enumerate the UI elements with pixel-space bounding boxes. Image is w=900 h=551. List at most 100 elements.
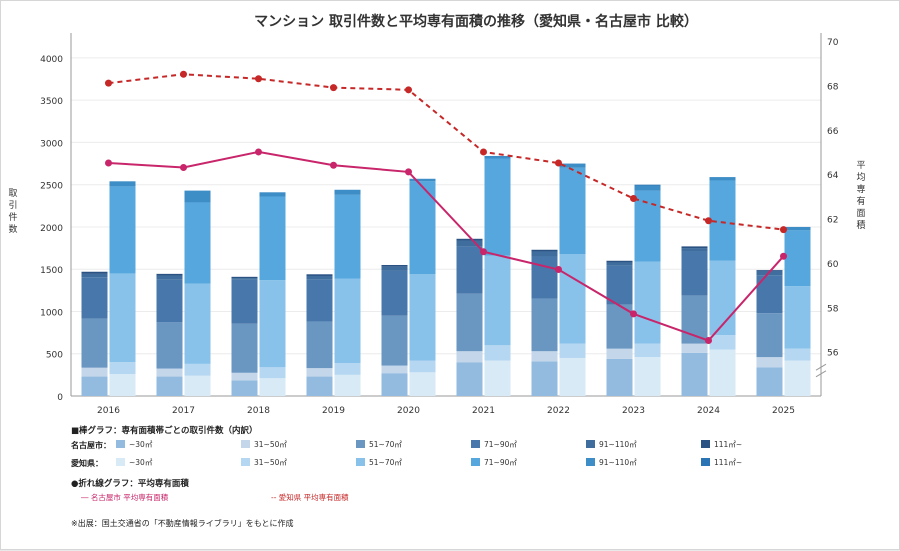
bar-segment-aichi [784, 230, 811, 287]
y-right-tick-label: 60 [827, 260, 839, 270]
bar-segment-nagoya [531, 351, 558, 362]
legend-swatch [241, 440, 250, 448]
bar-segment-aichi [559, 343, 586, 358]
bar-segment-aichi [634, 190, 661, 262]
line-point-nagoya [180, 163, 187, 171]
y-right-tick-label: 70 [827, 38, 839, 48]
bar-segment-nagoya [681, 251, 708, 296]
bar-segment-nagoya [156, 279, 183, 323]
bar-segment-aichi [184, 363, 211, 376]
line-series-nagoya [108, 150, 785, 342]
bar-segment-nagoya [456, 362, 483, 396]
bar-segment-aichi [634, 185, 661, 191]
legend-swatch [356, 440, 365, 448]
legend-entry-label: 51~70㎡ [369, 458, 402, 467]
bar-segment-aichi [334, 189, 361, 195]
bar-segment-aichi [109, 374, 136, 396]
legend-entry-label: ~30㎡ [129, 440, 153, 449]
bar-segment-nagoya [531, 256, 558, 299]
line-point-aichi [780, 226, 787, 234]
bar-segment-nagoya [381, 264, 408, 267]
bar-segment-aichi [559, 254, 586, 344]
line-point-nagoya [105, 159, 112, 167]
bar-segment-nagoya [606, 358, 633, 396]
bar-segment-nagoya [531, 251, 558, 257]
legend-line-aichi: -- 愛知県 平均専有面積 [271, 492, 349, 502]
line-point-aichi [105, 79, 112, 87]
y-right-axis-label-char: 積 [856, 219, 865, 231]
bar-segment-aichi [334, 374, 361, 396]
line-point-aichi [180, 70, 187, 78]
x-tick-label: 2016 [97, 406, 120, 416]
y-left-tick-label: 4000 [40, 55, 63, 65]
y-right-axis-label-char: 均 [856, 171, 865, 183]
bar-segment-aichi [109, 273, 136, 363]
bar-segment-nagoya [681, 352, 708, 396]
line-point-nagoya [705, 337, 712, 345]
legend-entry-label: 111㎡~ [714, 458, 742, 467]
bar-segment-aichi [259, 280, 286, 368]
bar-segment-aichi [634, 261, 661, 344]
bar-segment-nagoya [231, 323, 258, 373]
legend-swatch [586, 440, 595, 448]
bar-segment-nagoya [531, 298, 558, 352]
legend-swatch [356, 458, 365, 466]
bar-segment-nagoya [756, 367, 783, 396]
line-point-nagoya [255, 148, 262, 156]
bar-segment-nagoya [231, 372, 258, 381]
y-left-tick-label: 1000 [40, 308, 63, 318]
legend-swatch [701, 440, 710, 448]
bar-segment-aichi [634, 343, 661, 358]
x-tick-label: 2019 [322, 406, 345, 416]
bar-segment-nagoya [81, 273, 108, 278]
bar-segment-nagoya [381, 365, 408, 374]
source-note: ※出展：国土交通省の「不動産情報ライブラリ」をもとに作成 [71, 518, 294, 528]
line-series-aichi [108, 73, 784, 231]
y-right-tick-label: 66 [827, 127, 839, 137]
bar-segment-nagoya [456, 351, 483, 363]
line-point-aichi [630, 195, 637, 203]
legend-line-heading: ●折れ線グラフ：平均専有面積 [71, 478, 189, 489]
bar-segment-nagoya [681, 248, 708, 252]
bar-segment-nagoya [306, 376, 333, 396]
legend-swatch [471, 440, 480, 448]
x-tick-label: 2025 [772, 406, 795, 416]
bar-segment-nagoya [456, 238, 483, 241]
bar-segment-nagoya [756, 357, 783, 368]
bar-segment-nagoya [156, 368, 183, 377]
bar-segment-nagoya [81, 376, 108, 396]
bar-segment-aichi [709, 260, 736, 336]
y-right-tick-label: 56 [827, 349, 839, 359]
bar-segment-nagoya [231, 276, 258, 279]
line-point-nagoya [780, 252, 787, 260]
bar-segment-nagoya [306, 321, 333, 369]
bar-segment-nagoya [456, 240, 483, 247]
bar-segment-nagoya [81, 367, 108, 377]
bar-segment-aichi [259, 378, 286, 396]
bar-segment-aichi [709, 335, 736, 350]
y-right-tick-label: 64 [827, 171, 839, 181]
bar-segment-nagoya [306, 275, 333, 280]
y-left-tick-label: 500 [46, 351, 63, 361]
line-point-aichi [405, 86, 412, 94]
y-left-axis-label-char: 件 [8, 211, 17, 223]
y-left-axis-label-char: 引 [8, 200, 17, 211]
y-right-axis-label-char: 平 [856, 160, 865, 171]
bar-segment-nagoya [81, 271, 108, 274]
legend-entry-label: 31~50㎡ [254, 458, 287, 467]
bar-segment-aichi [784, 226, 811, 231]
legend-entry-label: 91~110㎡ [599, 440, 637, 449]
y-left-tick-label: 1500 [40, 266, 63, 276]
bar-segment-nagoya [81, 277, 108, 319]
bar-segment-aichi [334, 278, 361, 364]
bar-segment-nagoya [381, 315, 408, 366]
bar-segment-aichi [484, 158, 511, 256]
legend-entry-label: 111㎡~ [714, 440, 742, 449]
bar-segment-aichi [259, 196, 286, 281]
y-left-tick-label: 2500 [40, 182, 63, 192]
bar-segment-aichi [409, 274, 436, 361]
bar-segment-aichi [484, 155, 511, 159]
bar-segment-nagoya [606, 265, 633, 305]
